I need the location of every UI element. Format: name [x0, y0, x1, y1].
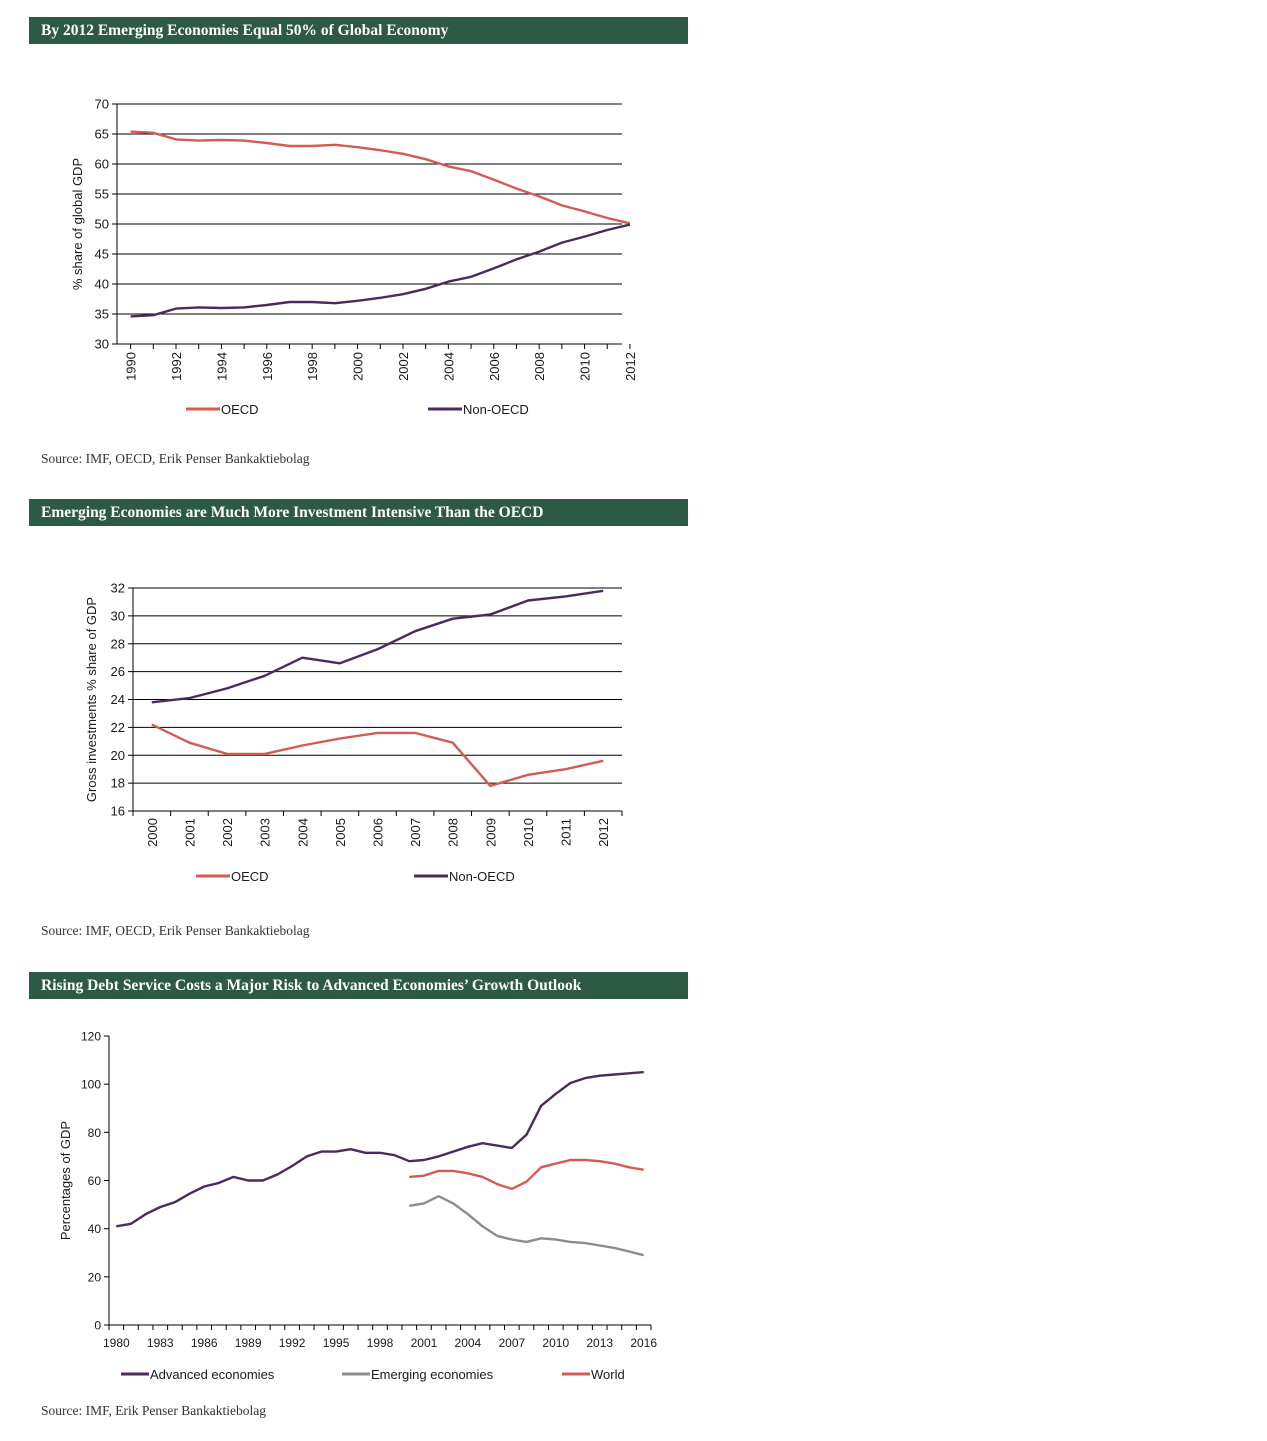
x-tick-label: 2010 — [521, 818, 536, 847]
x-tick-label: 2005 — [333, 818, 348, 847]
x-tick-label: 2002 — [220, 818, 235, 847]
y-tick-label: 18 — [111, 776, 125, 791]
y-tick-label: 50 — [95, 217, 109, 232]
x-tick-label: 2006 — [487, 352, 502, 381]
chart2-source: Source: IMF, OECD, Erik Penser Bankaktie… — [41, 923, 310, 938]
legend-label: Non-OECD — [449, 869, 515, 884]
x-tick-label: 2010 — [578, 352, 593, 381]
x-tick-label: 1983 — [147, 1336, 174, 1350]
x-tick-label: 2007 — [498, 1336, 525, 1350]
series-line-non-oecd — [151, 589, 604, 704]
x-tick-label: 1986 — [191, 1336, 218, 1350]
x-tick-label: 1995 — [323, 1336, 350, 1350]
x-tick-label: 2002 — [396, 352, 411, 381]
x-tick-label: 2000 — [351, 352, 366, 381]
y-tick-label: 32 — [111, 581, 125, 596]
series-line-oecd — [130, 130, 631, 225]
x-tick-label: 1996 — [260, 352, 275, 381]
x-tick-label: 2016 — [630, 1336, 657, 1350]
series-line-non-oecd — [130, 223, 631, 318]
x-tick-label: 2009 — [483, 818, 498, 847]
x-tick-label: 2004 — [455, 1336, 482, 1350]
y-tick-label: 28 — [111, 636, 125, 651]
x-tick-label: 2008 — [446, 818, 461, 847]
y-tick-label: 70 — [95, 97, 109, 112]
series-line-emerging-economies — [409, 1195, 644, 1257]
x-tick-label: 2010 — [542, 1336, 569, 1350]
y-tick-label: 20 — [111, 748, 125, 763]
x-tick-label: 1992 — [169, 352, 184, 381]
y-axis-label: Gross investments % share of GDP — [84, 597, 99, 802]
x-tick-label: 1998 — [305, 352, 320, 381]
y-tick-label: 80 — [88, 1126, 102, 1140]
y-axis-label: % share of global GDP — [70, 158, 85, 290]
y-tick-label: 120 — [81, 1030, 101, 1044]
legend-label: Non-OECD — [463, 402, 529, 417]
y-tick-label: 26 — [111, 664, 125, 679]
y-tick-label: 60 — [88, 1174, 102, 1188]
x-tick-label: 2004 — [441, 352, 456, 381]
chart2-title-banner: Emerging Economies are Much More Investm… — [29, 499, 688, 526]
x-tick-label: 2013 — [586, 1336, 613, 1350]
x-tick-label: 2006 — [371, 818, 386, 847]
chart3-title-banner: Rising Debt Service Costs a Major Risk t… — [29, 972, 688, 999]
x-tick-label: 1992 — [279, 1336, 306, 1350]
series-line-world — [409, 1158, 644, 1191]
x-tick-label: 1990 — [124, 352, 139, 381]
x-tick-label: 2012 — [623, 352, 638, 381]
y-tick-label: 35 — [95, 307, 109, 322]
y-tick-label: 100 — [81, 1078, 101, 1092]
x-tick-label: 1994 — [214, 352, 229, 381]
x-tick-label: 2007 — [408, 818, 423, 847]
y-tick-label: 16 — [111, 804, 125, 819]
x-tick-label: 2001 — [411, 1336, 438, 1350]
x-tick-label: 2012 — [596, 818, 611, 847]
x-tick-label: 1980 — [103, 1336, 130, 1350]
y-tick-label: 30 — [111, 608, 125, 623]
series-line-oecd — [151, 723, 604, 788]
y-tick-label: 40 — [95, 277, 109, 292]
y-tick-label: 30 — [95, 337, 109, 352]
legend-label: Advanced economies — [150, 1367, 275, 1382]
x-tick-label: 2011 — [559, 818, 574, 846]
x-tick-label: 1998 — [367, 1336, 394, 1350]
x-tick-label: 2000 — [145, 818, 160, 847]
chart3-source: Source: IMF, Erik Penser Bankaktiebolag — [41, 1403, 266, 1418]
y-tick-label: 40 — [88, 1222, 102, 1236]
y-tick-label: 0 — [94, 1319, 101, 1333]
y-axis-label: Percentages of GDP — [58, 1121, 73, 1240]
legend-label: OECD — [221, 402, 259, 417]
x-tick-label: 2004 — [295, 818, 310, 847]
x-tick-label: 2001 — [182, 818, 197, 847]
series-line-advanced-economies — [116, 1070, 644, 1228]
chart1-title-banner: By 2012 Emerging Economies Equal 50% of … — [29, 17, 688, 44]
y-tick-label: 45 — [95, 247, 109, 262]
y-tick-label: 65 — [95, 127, 109, 142]
y-tick-label: 60 — [95, 157, 109, 172]
x-tick-label: 2003 — [258, 818, 273, 847]
x-tick-label: 2008 — [532, 352, 547, 381]
x-tick-label: 1989 — [235, 1336, 262, 1350]
y-tick-label: 24 — [111, 692, 125, 707]
chart1-source: Source: IMF, OECD, Erik Penser Bankaktie… — [41, 451, 310, 466]
legend-label: World — [591, 1367, 625, 1382]
y-tick-label: 22 — [111, 720, 125, 735]
legend-label: Emerging economies — [371, 1367, 494, 1382]
y-tick-label: 55 — [95, 187, 109, 202]
legend-label: OECD — [231, 869, 269, 884]
y-tick-label: 20 — [88, 1270, 102, 1284]
